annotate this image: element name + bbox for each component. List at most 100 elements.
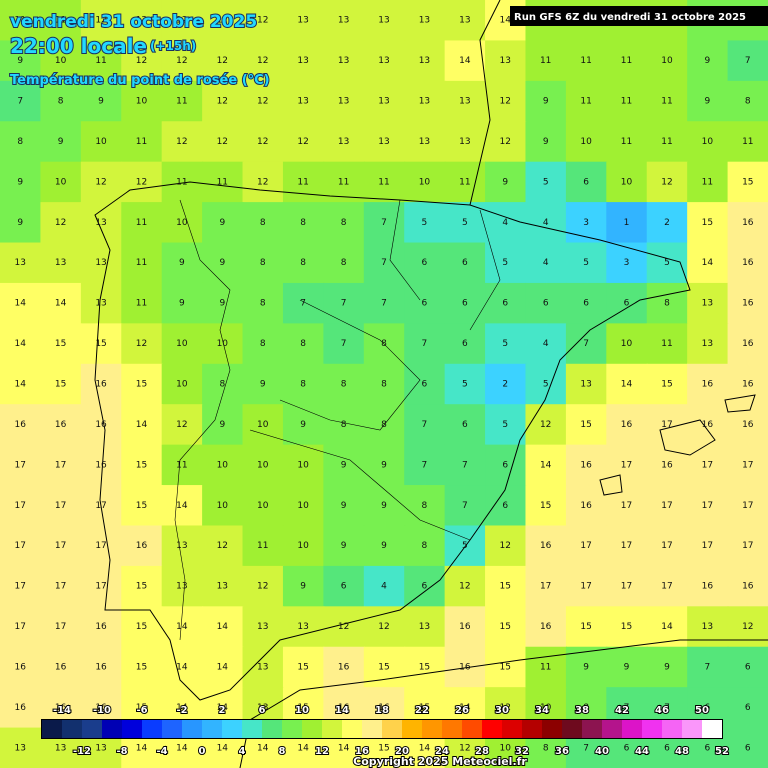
field-cell: [485, 242, 527, 284]
field-value: 6: [422, 299, 428, 309]
field-value: 12: [540, 420, 551, 430]
scale-swatch: [582, 720, 602, 738]
field-cell: [40, 485, 82, 527]
field-value: 13: [338, 56, 349, 66]
field-cell: [242, 565, 284, 608]
scale-swatch: [282, 720, 302, 738]
field-cell: [0, 323, 42, 365]
field-cell: [323, 404, 365, 446]
field-value: 10: [621, 177, 633, 187]
field-value: 17: [580, 582, 591, 592]
field-cell: [121, 282, 163, 325]
scale-label: 10: [295, 705, 309, 716]
field-value: 11: [14, 16, 25, 26]
field-cell: [202, 404, 244, 446]
field-cell: [727, 444, 768, 487]
scale-swatch: [642, 720, 662, 738]
field-cell: [121, 404, 163, 446]
field-value: 10: [297, 460, 309, 470]
field-value: 17: [55, 582, 66, 592]
field-value: 7: [583, 339, 589, 349]
field-value: 10: [176, 339, 188, 349]
run-info: Run GFS 6Z du vendredi 31 octobre 2025: [514, 12, 746, 23]
field-cell: [40, 525, 82, 567]
field-cell: [687, 565, 729, 608]
field-value: 8: [745, 97, 751, 107]
field-cell: [0, 363, 42, 406]
field-value: 17: [55, 541, 66, 551]
field-cell: [40, 161, 82, 204]
field-value: 9: [179, 299, 185, 309]
field-cell: [444, 80, 487, 123]
field-value: 11: [580, 56, 591, 66]
field-value: 9: [17, 218, 23, 228]
field-value: 7: [381, 218, 387, 228]
field-cell: [687, 444, 729, 487]
field-cell: [444, 282, 487, 325]
field-value: 14: [176, 501, 188, 511]
field-value: 10: [621, 339, 633, 349]
field-cell: [282, 565, 325, 608]
field-value: 10: [55, 177, 67, 187]
field-cell: [485, 202, 527, 244]
field-cell: [40, 202, 82, 244]
field-cell: [202, 242, 244, 284]
field-value: 16: [742, 380, 754, 390]
field-cell: [646, 525, 689, 567]
field-value: 15: [95, 339, 106, 349]
copyright: Copyright 2025 Meteociel.fr: [353, 755, 527, 768]
field-cell: [242, 242, 284, 284]
field-value: 16: [540, 622, 552, 632]
scale-swatch: [42, 720, 62, 738]
field-value: 17: [621, 460, 632, 470]
field-cell: [606, 404, 648, 446]
field-cell: [404, 282, 446, 325]
field-cell: [485, 40, 527, 82]
field-value: 17: [14, 501, 25, 511]
scale-swatch: [542, 720, 562, 738]
field-cell: [40, 444, 82, 487]
field-cell: [525, 161, 567, 204]
scale-swatch: [622, 720, 642, 738]
field-cell: [363, 0, 406, 42]
field-value: 15: [419, 662, 430, 672]
field-value: 11: [661, 339, 672, 349]
field-cell: [444, 40, 487, 82]
field-cell: [323, 0, 365, 42]
field-cell: [363, 363, 406, 406]
scale-label: -8: [116, 746, 127, 757]
field-value: 8: [300, 380, 306, 390]
field-value: 13: [95, 258, 106, 268]
field-value: 11: [661, 97, 672, 107]
field-cell: [404, 202, 446, 244]
field-value: 10: [176, 380, 188, 390]
field-cell: [525, 242, 567, 284]
field-value: 13: [95, 218, 106, 228]
field-cell: [323, 242, 365, 284]
field-value: 9: [543, 97, 549, 107]
field-cell: [323, 282, 365, 325]
field-value: 6: [705, 743, 711, 753]
field-cell: [161, 323, 204, 365]
field-value: 15: [136, 380, 147, 390]
field-cell: [404, 323, 446, 365]
field-value: 6: [422, 582, 428, 592]
field-value: 12: [742, 622, 753, 632]
field-value: 11: [55, 16, 66, 26]
field-cell: [485, 161, 527, 204]
field-cell: [323, 485, 365, 527]
field-cell: [242, 202, 284, 244]
field-cell: [525, 646, 567, 689]
field-value: 16: [378, 703, 390, 713]
scale-swatch: [442, 720, 462, 738]
field-value: 9: [381, 501, 387, 511]
field-cell: [40, 646, 82, 689]
field-value: 2: [664, 218, 670, 228]
field-cell: [323, 525, 365, 567]
field-cell: [404, 646, 446, 689]
field-cell: [40, 80, 82, 123]
field-value: 16: [580, 501, 592, 511]
scale-swatch: [502, 720, 522, 738]
field-value: 6: [745, 662, 751, 672]
field-value: 13: [95, 743, 106, 753]
